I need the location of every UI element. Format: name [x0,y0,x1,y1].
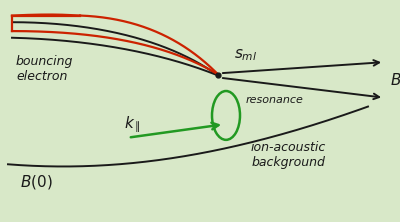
Text: $s_{ml}$: $s_{ml}$ [234,48,257,63]
Text: resonance: resonance [246,95,304,105]
Text: bouncing
electron: bouncing electron [16,55,73,83]
Text: ion-acoustic
background: ion-acoustic background [250,141,326,169]
Text: $B(0)$: $B(0)$ [20,173,53,191]
Text: $k_{\parallel}$: $k_{\parallel}$ [124,114,141,135]
Text: $B(s)$: $B(s)$ [390,71,400,89]
